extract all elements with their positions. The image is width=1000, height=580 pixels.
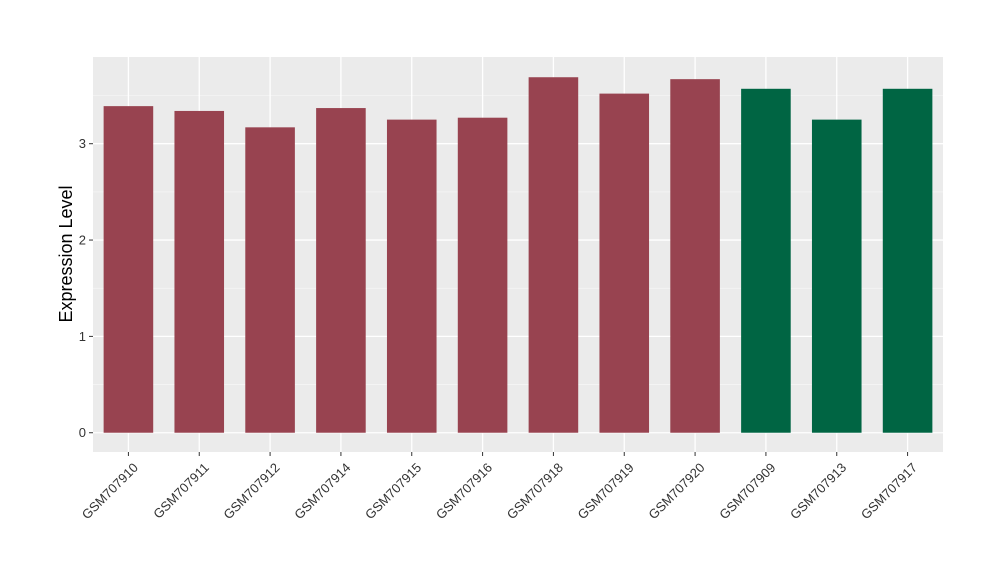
bar-gsm707915 [386, 119, 437, 433]
y-tick-label: 0 [79, 425, 86, 440]
bar-gsm707920 [670, 79, 720, 433]
x-tick-label: GSM707918 [504, 460, 566, 522]
x-tick-label: GSM707917 [858, 460, 920, 522]
minor-gridlines [93, 95, 943, 385]
y-axis: 0 1 2 3 [79, 136, 93, 440]
y-tick-label: 1 [79, 329, 86, 344]
bar-gsm707917 [882, 88, 933, 433]
x-tick-label: GSM707920 [645, 460, 707, 522]
y-tick-label: 3 [79, 136, 86, 151]
plot-panel [93, 57, 943, 452]
x-tick-label: GSM707913 [787, 460, 849, 522]
bar-gsm707916 [457, 117, 508, 433]
x-tick-label: GSM707916 [433, 460, 495, 522]
x-tick-label: GSM707915 [362, 460, 424, 522]
y-tick-label: 2 [79, 233, 86, 248]
bar-gsm707909 [741, 88, 791, 433]
x-tick-label: GSM707912 [220, 460, 282, 522]
bar-gsm707918 [528, 77, 579, 433]
y-axis-title: Expression Level [56, 185, 76, 322]
x-tick-label: GSM707910 [79, 460, 141, 522]
x-axis: GSM707910 GSM707911 GSM707912 GSM707914 GSM7… [79, 452, 920, 522]
x-tick-label: GSM707911 [150, 460, 212, 522]
bar-gsm707919 [599, 93, 650, 433]
bar-gsm707914 [316, 108, 366, 433]
x-tick-label: GSM707914 [291, 460, 353, 522]
bar-gsm707911 [174, 110, 225, 433]
bars [103, 77, 933, 433]
bar-gsm707913 [811, 119, 862, 433]
x-tick-label: GSM707919 [575, 460, 637, 522]
x-tick-label: GSM707909 [716, 460, 778, 522]
bar-gsm707912 [245, 127, 295, 433]
bar-gsm707910 [103, 106, 154, 433]
